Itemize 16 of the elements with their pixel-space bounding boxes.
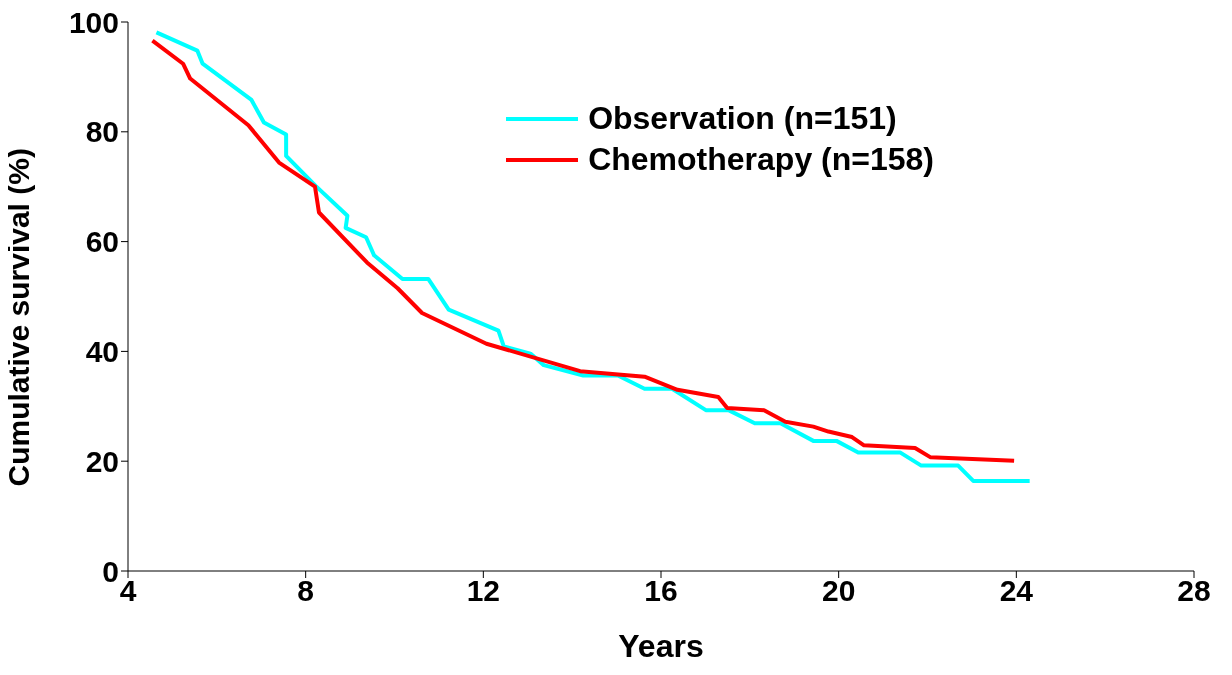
legend-label: Observation (n=151): [588, 100, 897, 137]
x-axis-title: Years: [618, 628, 704, 664]
x-tick-label: 24: [999, 574, 1034, 608]
y-tick-label: 40: [85, 335, 119, 369]
x-tick-label: 8: [297, 574, 315, 608]
y-tick-label: 20: [85, 444, 119, 478]
y-tick-label: 60: [85, 225, 119, 259]
x-tick-label: 4: [119, 574, 137, 608]
x-tick-label: 16: [644, 574, 678, 608]
legend-label: Chemotherapy (n=158): [588, 141, 934, 178]
y-tick-label: 80: [85, 115, 119, 149]
y-tick-label: 0: [102, 554, 119, 588]
x-tick-label: 28: [1177, 574, 1211, 608]
y-tick-label: 100: [68, 5, 119, 39]
x-tick-label: 12: [466, 574, 501, 608]
x-tick-label: 20: [821, 574, 856, 608]
